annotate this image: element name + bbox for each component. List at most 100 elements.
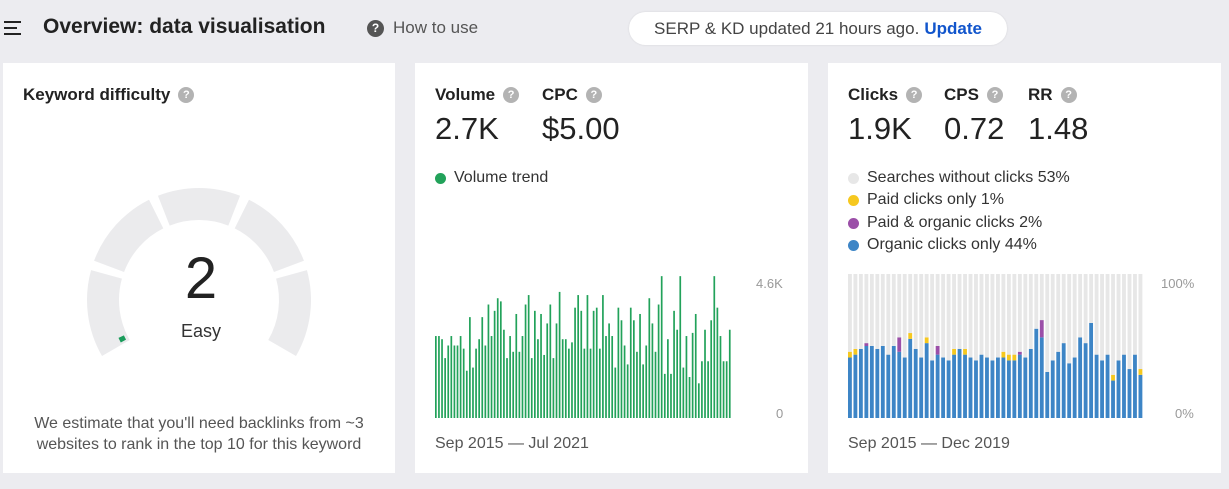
clicks-bar-segment bbox=[869, 346, 874, 418]
volume-label: Volume ? bbox=[435, 85, 520, 105]
clicks-bar-segment bbox=[1138, 274, 1143, 370]
volume-bar bbox=[651, 323, 654, 418]
clicks-bar-segment bbox=[848, 274, 852, 352]
clicks-bar-segment bbox=[946, 274, 951, 361]
clicks-bar-segment bbox=[1122, 354, 1126, 418]
volume-bar bbox=[456, 345, 459, 418]
volume-bar bbox=[586, 295, 589, 418]
clicks-bar-segment bbox=[1078, 337, 1083, 418]
clicks-bar-segment bbox=[957, 274, 962, 349]
volume-bar bbox=[512, 351, 515, 418]
volume-bar bbox=[524, 304, 527, 418]
cpc-label-text: CPC bbox=[542, 85, 578, 104]
how-to-use-link[interactable]: ? How to use bbox=[367, 18, 478, 38]
volume-bar bbox=[438, 336, 440, 418]
clicks-label: Clicks ? bbox=[848, 85, 923, 105]
cpc-label: CPC ? bbox=[542, 85, 602, 105]
volume-bar bbox=[710, 320, 713, 418]
clicks-bar-segment bbox=[1006, 274, 1011, 355]
clicks-bar-segment bbox=[1083, 274, 1088, 344]
volume-legend: Volume trend bbox=[435, 169, 548, 187]
volume-bar bbox=[679, 276, 682, 418]
help-icon[interactable]: ? bbox=[906, 87, 923, 103]
clicks-bar-segment bbox=[891, 274, 896, 346]
update-link[interactable]: Update bbox=[924, 18, 982, 38]
legend-label: Organic clicks only 44% bbox=[867, 236, 1037, 253]
clicks-bar-segment bbox=[930, 360, 935, 418]
clicks-bar-segment bbox=[1034, 274, 1039, 329]
clicks-bar-segment bbox=[1061, 274, 1066, 344]
cps-label: CPS ? bbox=[944, 85, 1003, 105]
clicks-bar-segment bbox=[908, 333, 913, 339]
clicks-bar-segment bbox=[1012, 360, 1017, 418]
clicks-card: Clicks ? CPS ? RR ? 1.9K 0.72 1.48 Searc… bbox=[828, 63, 1221, 473]
volume-bar bbox=[728, 329, 731, 418]
clicks-bar-segment bbox=[1023, 357, 1028, 418]
volume-bar bbox=[462, 348, 465, 418]
volume-bar bbox=[571, 342, 573, 418]
legend-dot bbox=[848, 217, 859, 229]
clicks-bar-segment bbox=[853, 348, 858, 355]
volume-bar bbox=[614, 367, 617, 418]
help-icon[interactable]: ? bbox=[585, 87, 602, 103]
volume-bar bbox=[682, 367, 685, 418]
y-min-label: 0 bbox=[776, 406, 784, 421]
volume-trend-chart bbox=[435, 276, 731, 418]
volume-bar bbox=[506, 358, 508, 418]
help-icon[interactable]: ? bbox=[178, 87, 195, 103]
clicks-bar-segment bbox=[935, 354, 940, 418]
clicks-bar-segment bbox=[1072, 357, 1077, 418]
volume-bar bbox=[543, 354, 545, 418]
legend-label: Volume trend bbox=[454, 169, 549, 186]
clicks-bar-segment bbox=[1006, 354, 1011, 361]
volume-bar bbox=[598, 348, 601, 418]
legend-label: Paid & organic clicks 2% bbox=[867, 214, 1043, 231]
date-range: Sep 2015 — Jul 2021 bbox=[435, 435, 589, 452]
clicks-bar-segment bbox=[1017, 354, 1022, 418]
cpc-value: $5.00 bbox=[542, 111, 620, 146]
volume-bar bbox=[478, 339, 481, 418]
volume-bar bbox=[546, 323, 549, 418]
clicks-bar-segment bbox=[875, 274, 880, 349]
legend-paid-organic: Paid & organic clicks 2% bbox=[848, 214, 1042, 232]
help-icon[interactable]: ? bbox=[1060, 87, 1077, 103]
clicks-bar-segment bbox=[886, 354, 891, 418]
clicks-bar-segment bbox=[1001, 351, 1006, 358]
clicks-bar-segment bbox=[1050, 360, 1055, 418]
clicks-bar-segment bbox=[848, 357, 852, 418]
help-icon[interactable]: ? bbox=[986, 87, 1003, 103]
clicks-bar-segment bbox=[853, 354, 858, 418]
clicks-bar-segment bbox=[891, 346, 896, 418]
hamburger-icon[interactable] bbox=[4, 21, 22, 35]
volume-bar bbox=[496, 298, 499, 418]
clicks-bar-segment bbox=[1001, 357, 1006, 418]
clicks-bar-segment bbox=[952, 354, 956, 418]
volume-bar bbox=[676, 329, 679, 418]
volume-bar bbox=[719, 336, 722, 418]
clicks-bar-segment bbox=[985, 274, 989, 358]
clicks-bar-segment bbox=[908, 338, 913, 418]
clicks-bar-segment bbox=[1116, 274, 1121, 361]
clicks-bar-segment bbox=[1050, 274, 1055, 361]
volume-bar bbox=[472, 367, 474, 418]
clicks-bar-segment bbox=[880, 274, 885, 346]
volume-bar bbox=[493, 310, 496, 418]
clicks-bar-segment bbox=[869, 274, 874, 346]
clicks-bar-segment bbox=[1039, 320, 1044, 338]
volume-bar bbox=[645, 345, 648, 418]
volume-bar bbox=[552, 358, 555, 418]
clicks-bar-segment bbox=[1083, 343, 1088, 418]
clicks-bar-segment bbox=[1067, 274, 1072, 364]
clicks-bar-segment bbox=[1067, 363, 1072, 418]
volume-bar bbox=[608, 323, 610, 418]
volume-bar bbox=[568, 348, 570, 418]
clicks-bar-segment bbox=[1001, 274, 1006, 352]
clicks-bar-segment bbox=[1056, 274, 1061, 352]
clicks-label-text: Clicks bbox=[848, 85, 899, 104]
clicks-bar-segment bbox=[952, 348, 956, 355]
volume-bar bbox=[574, 307, 576, 418]
gauge-segment bbox=[87, 270, 130, 356]
clicks-bar-segment bbox=[979, 274, 984, 355]
help-icon[interactable]: ? bbox=[503, 87, 520, 103]
clicks-bar-segment bbox=[913, 274, 918, 349]
